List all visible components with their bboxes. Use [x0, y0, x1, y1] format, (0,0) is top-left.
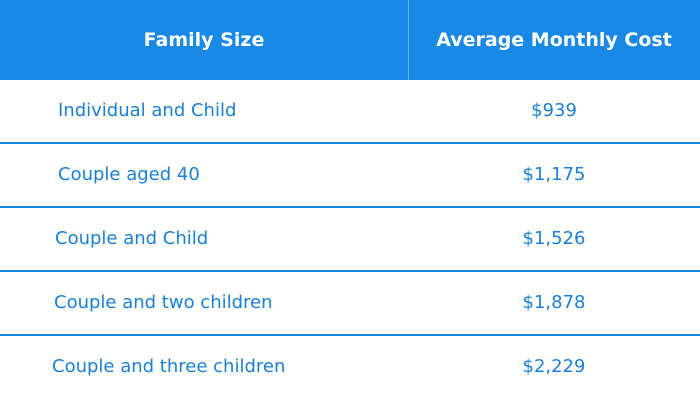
family-size-cell: Couple and two children: [54, 292, 273, 313]
table-header: Family Size Average Monthly Cost: [0, 0, 700, 80]
header-average-monthly-cost: Average Monthly Cost: [436, 29, 672, 51]
family-size-cell: Individual and Child: [58, 100, 237, 121]
table-row: Couple and three children $2,229: [0, 336, 700, 398]
monthly-cost-cell: $1,526: [522, 228, 586, 249]
family-size-cell: Couple and Child: [55, 228, 209, 249]
monthly-cost-cell: $1,878: [522, 292, 586, 313]
table-row: Couple and two children $1,878: [0, 272, 700, 334]
row-divider: [0, 206, 700, 208]
monthly-cost-cell: $1,175: [522, 164, 586, 185]
row-divider: [0, 142, 700, 144]
monthly-cost-cell: $2,229: [522, 356, 586, 377]
family-size-cell: Couple aged 40: [58, 164, 200, 185]
table-row: Individual and Child $939: [0, 80, 700, 142]
header-divider: [408, 0, 409, 80]
table-row: Couple and Child $1,526: [0, 208, 700, 270]
monthly-cost-cell: $939: [531, 100, 577, 121]
header-family-size: Family Size: [143, 29, 265, 51]
table-row: Couple aged 40 $1,175: [0, 144, 700, 206]
family-size-cell: Couple and three children: [52, 356, 286, 377]
row-divider: [0, 334, 700, 336]
row-divider: [0, 270, 700, 272]
